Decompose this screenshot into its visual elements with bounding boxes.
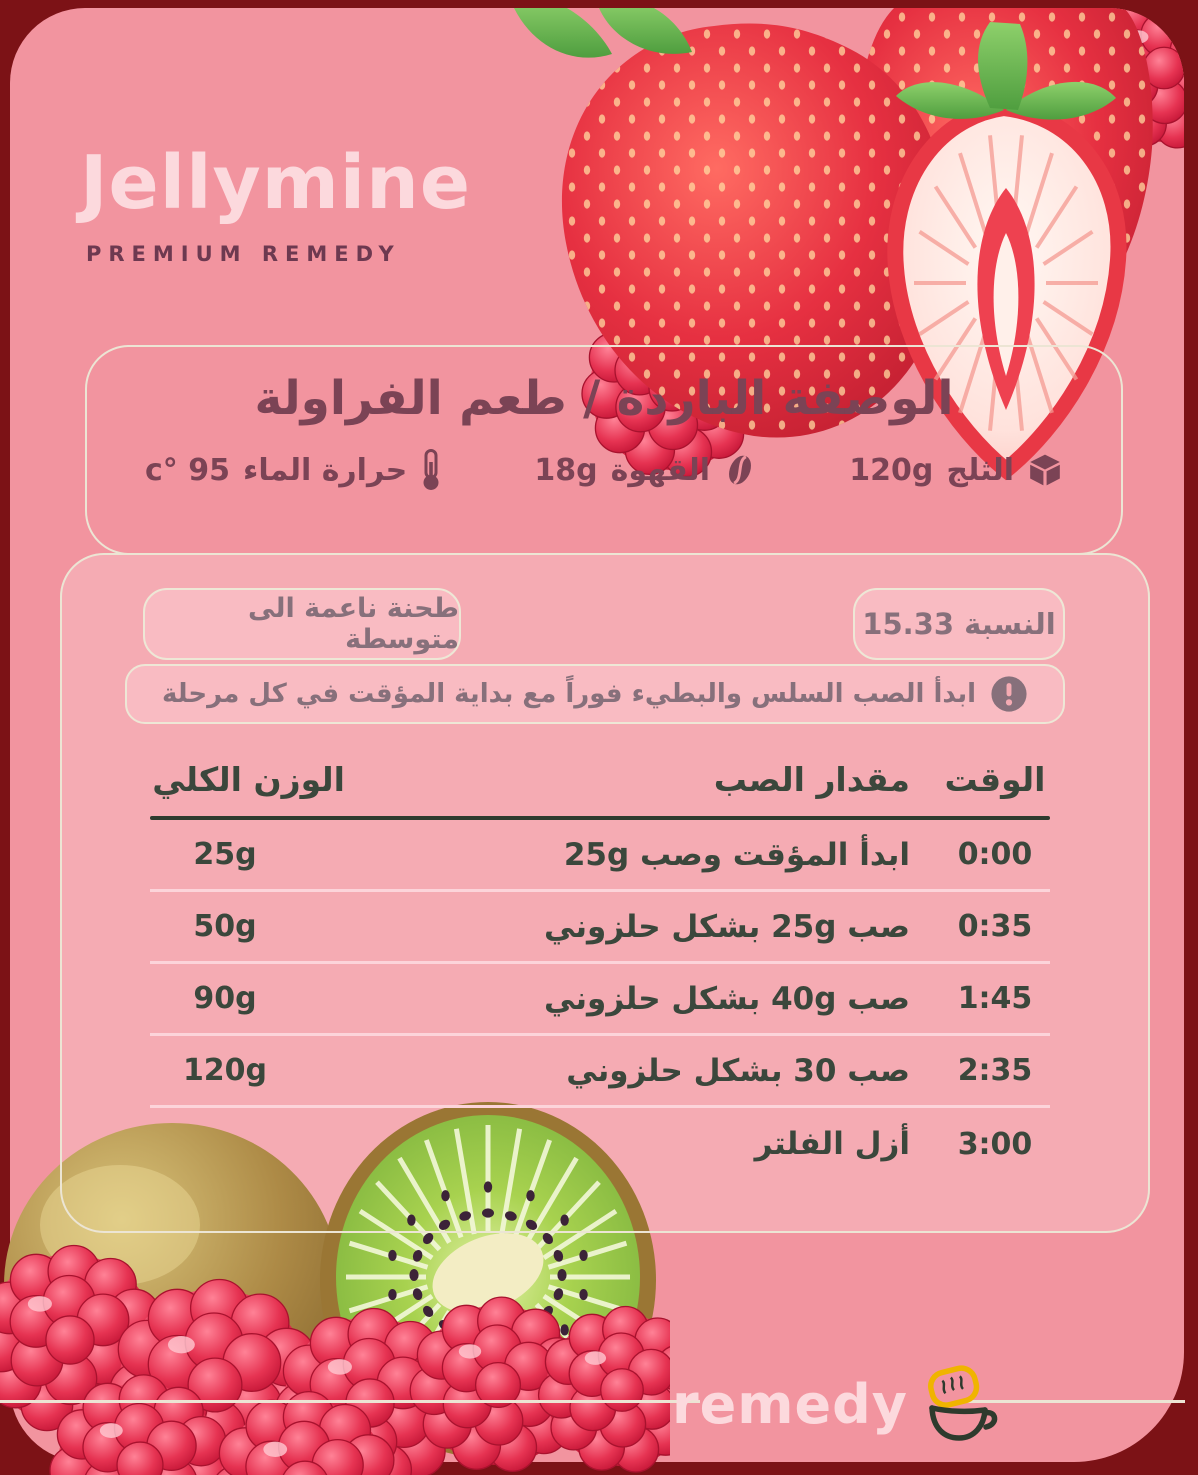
- kiwi-raspberry-illustration: [0, 1085, 670, 1475]
- recipe-stats: الثلج 120g القهوة 18g حرارة: [87, 448, 1121, 492]
- stat-water-temp: حرارة الماء 95 °c: [145, 448, 442, 492]
- ice-cube-icon: [1027, 452, 1063, 488]
- brand-logo: Jellymine: [80, 140, 471, 226]
- brand-tagline: PREMIUM REMEDY: [86, 242, 471, 266]
- recipe-header-panel: الوصفة الباردة / طعم الفراولة الثلج 120g…: [85, 345, 1123, 555]
- coffee-bean-icon: [723, 452, 757, 488]
- stat-value: 95 °c: [145, 453, 230, 488]
- stat-ice: الثلج 120g: [849, 452, 1063, 488]
- stat-coffee: القهوة 18g: [534, 452, 757, 488]
- stat-value: 18g: [534, 453, 597, 488]
- stat-label: الثلج: [946, 453, 1014, 488]
- recipe-title: الوصفة الباردة / طعم الفراولة: [117, 371, 1091, 426]
- stat-label: حرارة الماء: [243, 453, 407, 488]
- stat-value: 120g: [849, 453, 933, 488]
- stat-label: القهوة: [611, 453, 710, 488]
- brand-block: Jellymine PREMIUM REMEDY: [80, 140, 471, 266]
- thermometer-icon: [420, 448, 442, 492]
